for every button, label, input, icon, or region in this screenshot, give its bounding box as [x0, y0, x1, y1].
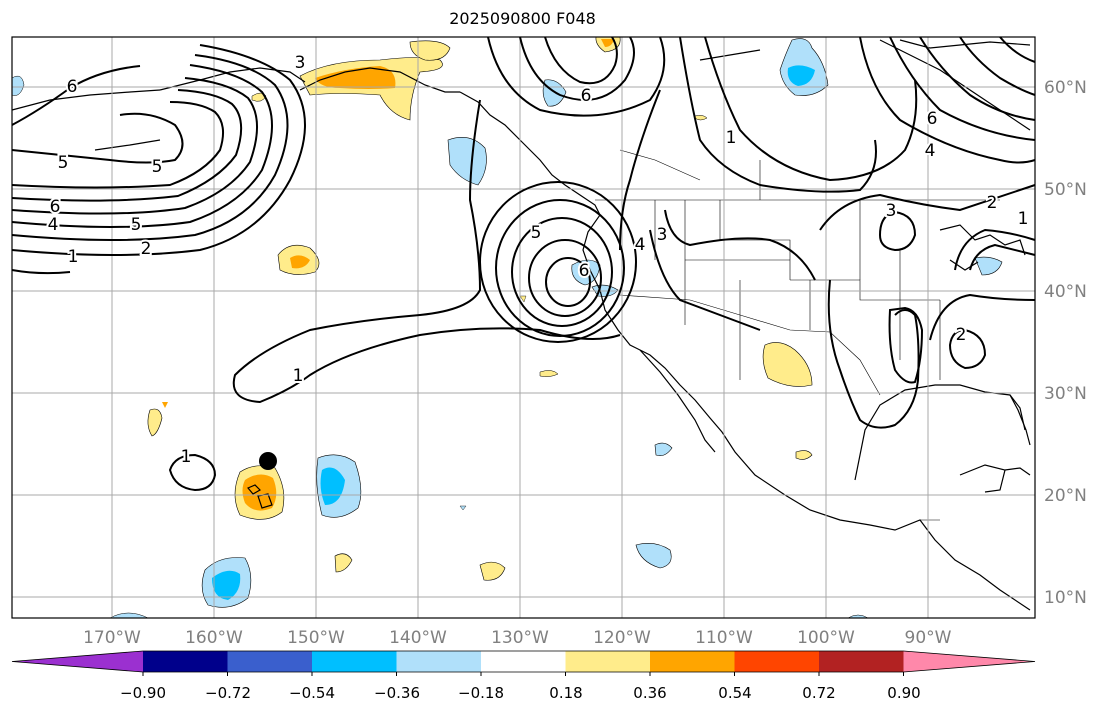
contour-label: 6 [927, 109, 938, 129]
lon-label: 100°W [797, 628, 855, 648]
longitude-labels: 170°W 160°W 150°W 140°W 130°W 120°W 110°… [83, 628, 952, 648]
contour-label: 1 [293, 366, 304, 386]
contour-label: 1 [1018, 209, 1029, 229]
colorbar-segment [819, 651, 904, 672]
contour-label: 5 [131, 215, 142, 235]
map-title: 2025090800 F048 [449, 9, 596, 28]
contour-label: 6 [579, 261, 590, 281]
colorbar-tick-label: −0.90 [120, 684, 166, 702]
colorbar-extend-high [903, 651, 1035, 672]
lon-label: 130°W [491, 628, 549, 648]
contour-label: 5 [58, 153, 69, 173]
map-background [12, 37, 1035, 618]
contour-label: 2 [956, 325, 967, 345]
contour-label: 5 [531, 223, 542, 243]
contour-label: 3 [886, 201, 897, 221]
colorbar-tick-label: −0.18 [458, 684, 504, 702]
contour-label: 1 [181, 447, 192, 467]
map-frame [11, 36, 1036, 619]
latitude-labels: 60°N 50°N 40°N 30°N 20°N 10°N [1044, 78, 1087, 608]
contour-label: 3 [657, 225, 668, 245]
contour-label: 4 [48, 215, 59, 235]
contour-label: 2 [987, 193, 998, 213]
contour-label: 2 [141, 239, 152, 259]
lat-label: 60°N [1044, 78, 1087, 98]
contour-label: 4 [925, 141, 936, 161]
lat-label: 10°N [1044, 588, 1087, 608]
lat-label: 30°N [1044, 384, 1087, 404]
contour-label: 1 [68, 247, 79, 267]
colorbar-tick-label: −0.72 [205, 684, 251, 702]
political-borders [595, 149, 1000, 521]
graticule [12, 37, 1035, 618]
colorbar: −0.90 −0.72 −0.54 −0.36 −0.18 0.18 0.36 … [11, 650, 1036, 702]
colorbar-segment [481, 651, 566, 672]
contour-lines [11, 36, 1036, 492]
anomaly-fills [11, 36, 1003, 619]
colorbar-segment [227, 651, 313, 672]
colorbar-tick-label: 0.72 [802, 684, 835, 702]
contour-label: 6 [581, 86, 592, 106]
lon-label: 120°W [593, 628, 651, 648]
contour-label: 6 [67, 77, 78, 97]
lon-label: 90°W [905, 628, 952, 648]
colorbar-tick-label: 0.36 [633, 684, 666, 702]
lat-label: 50°N [1044, 180, 1087, 200]
lon-label: 150°W [287, 628, 345, 648]
lon-label: 160°W [185, 628, 243, 648]
colorbar-tick-label: −0.54 [289, 684, 335, 702]
colorbar-tick-label: 0.18 [549, 684, 582, 702]
point-marker [259, 452, 277, 470]
colorbar-tick-label: 0.90 [887, 684, 920, 702]
colorbar-segment [312, 651, 397, 672]
colorbar-extend-low [12, 651, 143, 672]
colorbar-tick-label: −0.36 [374, 684, 420, 702]
colorbar-segment [650, 651, 735, 672]
colorbar-tick-label: 0.54 [718, 684, 751, 702]
contour-label: 1 [726, 128, 737, 148]
colorbar-segment [565, 651, 651, 672]
contour-labels: 6 5 5 6 4 5 2 1 3 1 1 5 6 4 3 6 1 6 4 3 … [46, 51, 1031, 469]
lat-label: 40°N [1044, 282, 1087, 302]
lat-label: 20°N [1044, 486, 1087, 506]
contour-label: 5 [152, 157, 163, 177]
lon-label: 110°W [695, 628, 753, 648]
lon-label: 170°W [83, 628, 141, 648]
colorbar-segment [396, 651, 482, 672]
contour-label: 6 [50, 197, 61, 217]
colorbar-segment [143, 651, 228, 672]
lon-label: 140°W [389, 628, 447, 648]
contour-label: 4 [635, 235, 646, 255]
colorbar-segment [734, 651, 820, 672]
contour-label: 3 [295, 53, 306, 73]
